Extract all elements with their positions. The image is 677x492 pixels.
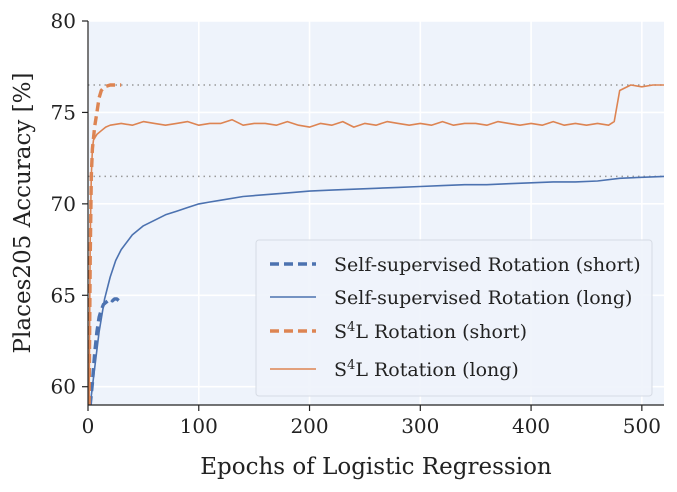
grid-lines — [87, 20, 664, 405]
x-tick-label: 300 — [401, 414, 439, 438]
legend-label: S4L Rotation (long) — [334, 358, 519, 382]
legend-label: Self-supervised Rotation (long) — [334, 287, 632, 309]
y-axis-label: Places205 Accuracy [%] — [10, 73, 36, 354]
x-tick-label: 0 — [82, 414, 95, 438]
x-axis-label: Epochs of Logistic Regression — [200, 454, 552, 480]
x-tick-label: 200 — [290, 414, 328, 438]
x-tick-label: 100 — [180, 414, 218, 438]
y-tick-label: 75 — [51, 100, 76, 124]
reference-lines — [88, 84, 664, 178]
series-line — [88, 84, 664, 405]
x-tick-labels: 0 100 200 300 400 500 — [82, 405, 661, 438]
x-tick-label: 500 — [623, 414, 661, 438]
legend-box — [255, 239, 653, 397]
series-lines — [88, 83, 664, 405]
x-tick-label: 400 — [512, 414, 550, 438]
series-line — [88, 83, 122, 405]
y-tick-label: 60 — [51, 375, 76, 399]
y-tick-label: 80 — [51, 9, 76, 33]
legend: Self-supervised Rotation (short) Self-sup… — [255, 239, 653, 397]
y-tick-label: 70 — [51, 192, 76, 216]
y-tick-labels: 60 65 70 75 80 — [51, 9, 88, 399]
series-line — [88, 297, 123, 405]
axes — [87, 21, 664, 406]
legend-label: Self-supervised Rotation (short) — [334, 254, 641, 276]
y-tick-label: 65 — [51, 283, 76, 307]
legend-label: S4L Rotation (short) — [334, 320, 527, 344]
series-line — [89, 175, 664, 405]
